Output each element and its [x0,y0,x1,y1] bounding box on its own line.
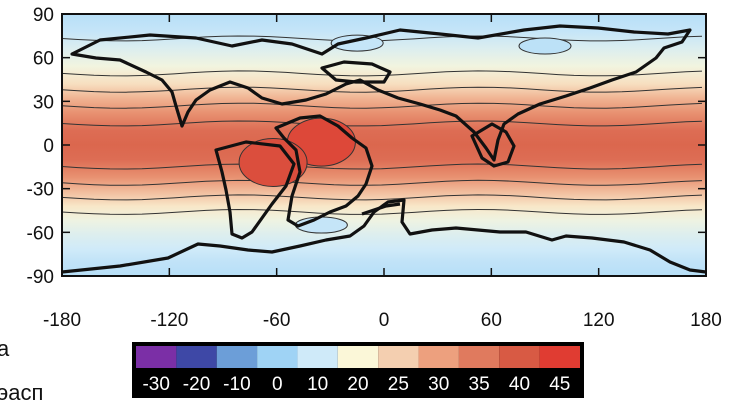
colorbar-swatch [539,346,580,368]
west-landmass-outline [214,140,296,240]
central-landmass-outline [274,114,374,228]
colorbar-label: 45 [549,374,570,395]
colorbar-swatch [458,346,500,368]
x-tick-label: -180 [43,310,81,331]
colorbar-swatch [418,346,459,368]
equator-outline-fragment [361,202,401,216]
y-tick-label: 60 [33,49,54,70]
colorbar-label: -10 [223,374,250,395]
y-tick-label: 0 [43,136,54,157]
contour-line [62,179,703,186]
x-tick-label: 180 [690,310,722,331]
northern-continent-outline [70,24,692,162]
colorbar-label: 35 [469,374,490,395]
contour-lines [62,35,703,215]
inland-sea-outline [320,60,392,84]
y-tick-label: 30 [33,92,54,113]
colorbar-swatch [297,346,338,368]
x-tick-label: 120 [583,310,615,331]
colorbar-label: -20 [183,374,210,395]
contour-line [62,70,703,77]
y-tick-label: -30 [27,180,54,201]
colorbar-label: 30 [428,374,449,395]
map-background [62,14,706,276]
east-landmass-outline [470,122,516,168]
colorbar-label: 40 [509,374,530,395]
y-tick-label: 90 [33,5,54,26]
colorbar-label: 0 [272,374,283,395]
colorbar-label: 25 [388,374,409,395]
colorbar-swatch [176,346,217,368]
contour-line [62,194,703,201]
colorbar-label: -30 [142,374,169,395]
cropped-caption-fragment: эасп [0,380,44,405]
colorbar-label: 20 [347,374,368,395]
x-axis: -180 -120 -60 0 60 120 180 [43,14,722,331]
y-axis: 90 60 30 0 -30 -60 -90 [27,5,706,288]
x-tick-label: -60 [263,310,290,331]
x-tick-label: 0 [379,310,390,331]
anomaly-patch [330,34,384,52]
colorbar-swatch [337,346,379,368]
colorbar: -30 -20 -10 0 10 20 25 30 35 40 45 [132,342,584,398]
cropped-caption-fragment: a [0,336,10,361]
x-tick-label: 60 [481,310,502,331]
southern-continent-outline [62,198,706,274]
continent-outlines [62,24,706,274]
anomaly-patch [518,37,572,55]
contour-line [62,163,703,170]
x-tick-label: -120 [150,310,188,331]
contour-line [62,120,703,127]
colorbar-swatch [257,346,298,368]
contour-line [62,208,703,215]
colorbar-swatch [499,346,540,368]
contour-line [62,102,703,109]
y-tick-label: -90 [27,267,54,288]
colorbar-swatch [216,346,258,368]
colorbar-label: 10 [307,374,328,395]
map-panel [61,13,707,277]
colorbar-swatch [136,346,177,368]
colorbar-swatch [378,346,419,368]
y-tick-label: -60 [27,223,54,244]
